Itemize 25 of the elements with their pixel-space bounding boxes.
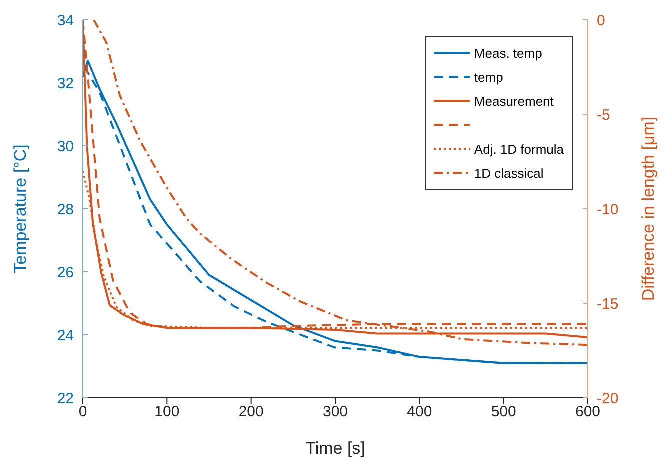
x-tick-label: 0 bbox=[78, 404, 88, 421]
x-tick-label: 200 bbox=[238, 404, 264, 421]
x-tick-label: 500 bbox=[491, 404, 516, 421]
legend-label: temp bbox=[474, 70, 504, 84]
y-axis-title: Temperature [°C] bbox=[11, 144, 30, 274]
y2-tick-label: -15 bbox=[597, 296, 619, 313]
x-tick-label: 400 bbox=[407, 404, 432, 421]
legend-label: Adj. 1D formula bbox=[474, 142, 564, 156]
y2-tick-label: -10 bbox=[597, 201, 619, 218]
y-tick-label: 24 bbox=[57, 327, 74, 344]
y-tick-label: 32 bbox=[57, 75, 74, 92]
x-tick-label: 300 bbox=[322, 404, 348, 421]
y2-tick-label: -5 bbox=[597, 106, 610, 124]
x-tick-label: 100 bbox=[154, 404, 180, 421]
y-tick-label: 30 bbox=[57, 138, 74, 156]
legend-label: Measurement bbox=[474, 94, 554, 108]
legend-label: Meas. temp bbox=[474, 46, 542, 60]
y-tick-label: 26 bbox=[57, 264, 74, 282]
y-tick-label: 34 bbox=[57, 12, 74, 30]
y2-axis-title: Difference in length [μm] bbox=[639, 116, 658, 302]
y-tick-label: 28 bbox=[57, 201, 74, 218]
y-tick-label: 22 bbox=[57, 390, 74, 408]
y2-tick-label: 0 bbox=[597, 12, 606, 30]
x-axis-title: Time [s] bbox=[306, 439, 366, 458]
legend-label: 1D classical bbox=[474, 166, 544, 180]
